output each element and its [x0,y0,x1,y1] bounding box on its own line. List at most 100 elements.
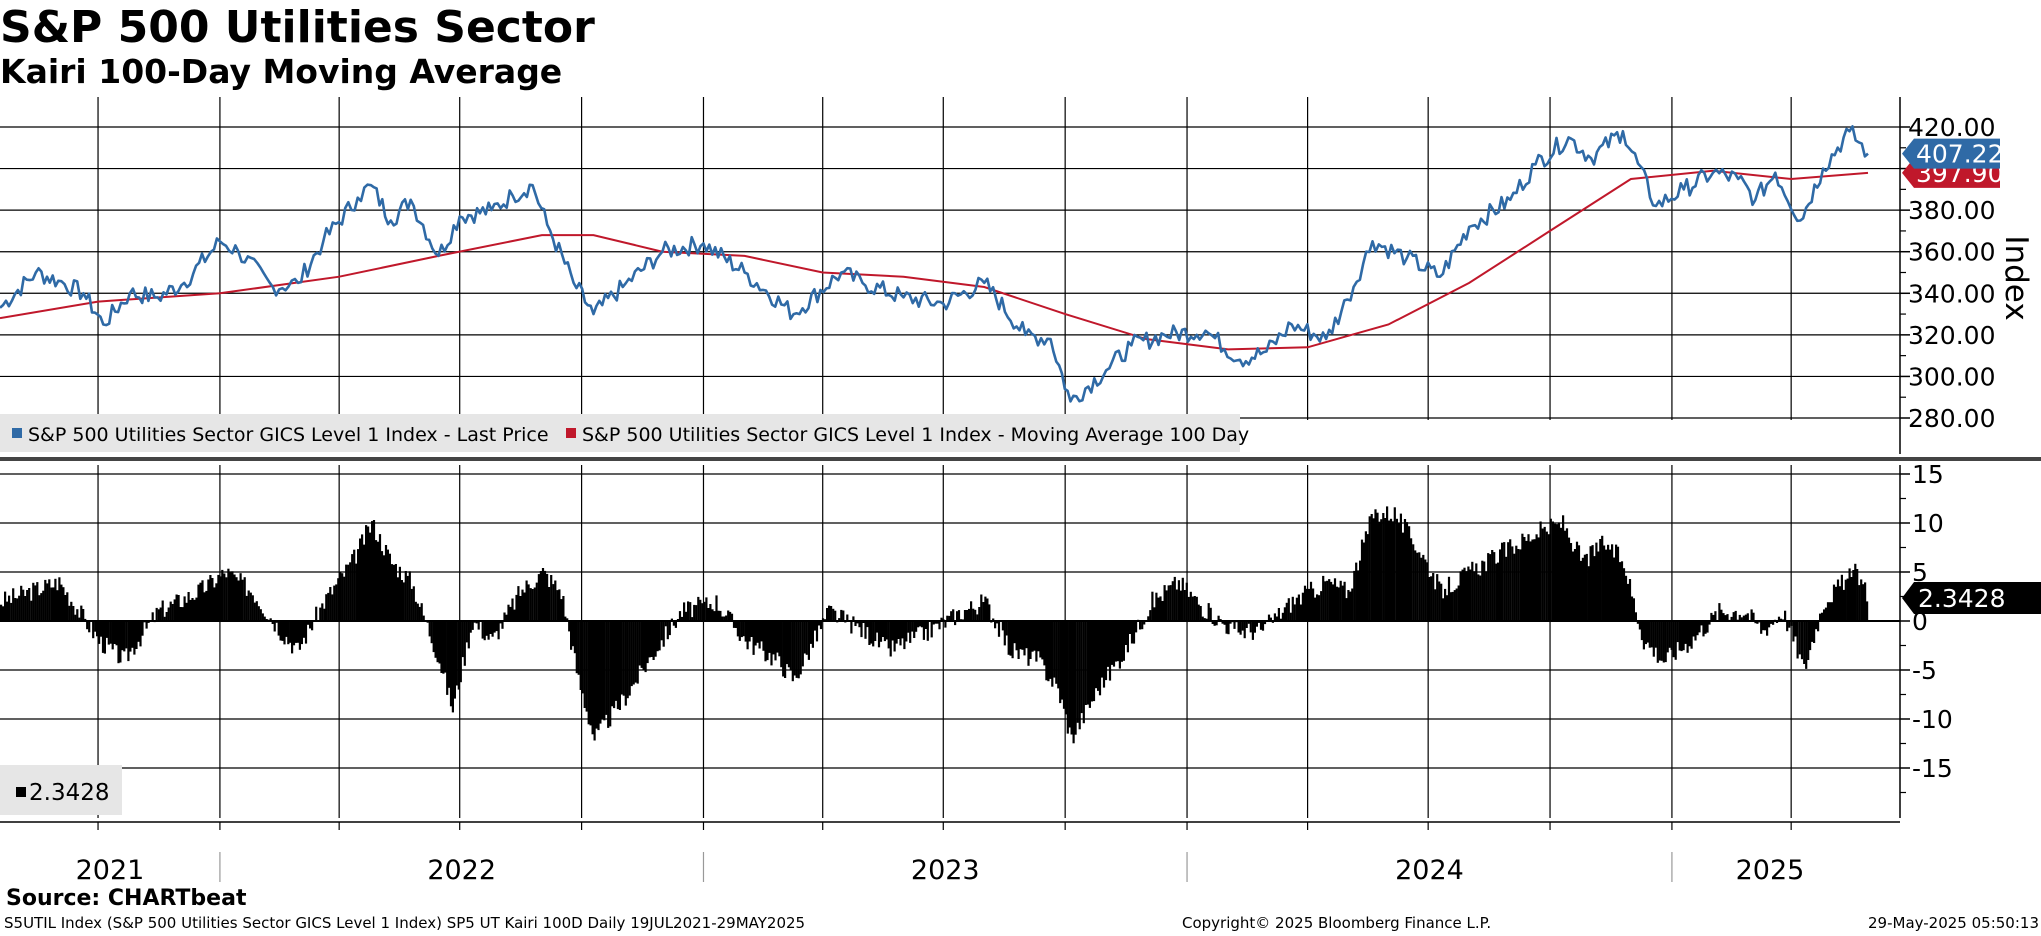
kairi-bar [774,621,777,661]
kairi-bar [315,606,318,621]
kairi-bar [1539,521,1542,621]
kairi-bar [396,577,399,621]
kairi-bar [811,621,814,648]
kairi-bar [689,602,692,621]
kairi-bar [1102,621,1106,688]
kairi-last-value-tag-shape [1902,582,2041,615]
kairi-bar [1525,540,1528,621]
kairi-bar [151,612,154,621]
kairi-bar [1469,569,1472,621]
kairi-bar [1041,621,1044,660]
price-y-tick-label: 280.00 [1908,404,1995,433]
kairi-bar [135,621,138,649]
kairi-bar [732,621,736,628]
kairi-bar [1086,621,1089,705]
kairi-bar [1579,560,1583,621]
kairi-bar [819,621,823,630]
kairi-bar [211,578,214,621]
kairi-bar [1366,534,1369,621]
kairi-bar [589,621,592,726]
kairi-bar [1668,621,1671,648]
kairi-bar [652,621,655,660]
kairi-bar [917,621,920,628]
kairi-bars [0,506,1869,744]
kairi-bar [1698,621,1701,633]
kairi-bar [133,621,136,655]
kairi-bar [1465,571,1468,621]
kairi-bar [1736,619,1739,621]
kairi-bar [1257,621,1261,623]
price-y-tick-label: 380.00 [1908,196,1995,225]
kairi-bar [1139,621,1142,630]
kairi-bar [1428,577,1431,621]
kairi-bar [1547,534,1550,621]
kairi-bar [279,621,282,641]
kairi-bar [840,609,843,621]
kairi-bar [1019,621,1022,650]
kairi-bar [1844,579,1847,621]
kairi-bar [113,621,116,644]
kairi-bar [1362,542,1365,621]
kairi-bar [701,603,704,621]
kairi-bar [117,621,120,664]
kairi-bar [1567,537,1571,621]
kairi-bar [217,574,220,621]
ma-legend-swatch [566,428,576,438]
kairi-bar [463,621,466,666]
kairi-bar [402,582,405,621]
kairi-bar [335,584,338,621]
kairi-bar [1135,621,1138,633]
kairi-bar [1813,621,1816,643]
kairi-bar [1581,557,1584,621]
kairi-bar [1132,621,1136,644]
kairi-bar [638,621,641,666]
kairi-bar [291,621,294,654]
kairi-bar [541,568,545,621]
kairi-bar [1451,591,1454,621]
kairi-bar [1447,576,1451,621]
kairi-bar [672,621,675,626]
kairi-bar [742,621,745,637]
kairi-bar [449,621,453,707]
kairi-bar [1088,621,1091,708]
kairi-bar [171,604,174,621]
kairi-bar [881,621,884,637]
kairi-bar [1866,601,1869,621]
kairi-bar [1497,562,1500,621]
kairi-bar [175,594,178,621]
kairi-bar [376,541,380,621]
kairi-bar [1205,618,1208,621]
kairi-bar [1436,574,1439,621]
kairi-bar [1794,621,1797,637]
kairi-bar [866,621,869,628]
kairi-bar [101,621,105,653]
kairi-bar [1181,577,1184,621]
kairi-bar [707,608,710,621]
chart-title: S&P 500 Utilities Sector [0,2,595,53]
kairi-bar [1676,621,1679,643]
kairi-bar [628,621,631,696]
kairi-bar [235,577,238,621]
kairi-bar [337,578,340,621]
kairi-bar [1183,590,1186,621]
kairi-bar [1562,515,1565,621]
kairi-bar [247,590,250,621]
kairi-bar [1199,606,1202,621]
kairi-bar [585,621,588,712]
kairi-bar [1116,621,1119,662]
kairi-bar [634,621,637,683]
kairi-bar [1203,618,1206,621]
kairi-bar [1664,621,1667,663]
kairi-bar [1370,514,1373,621]
kairi-bar [1408,526,1411,621]
kairi-bar [115,621,118,646]
kairi-bar [448,621,451,688]
kairi-bar [155,607,158,621]
kairi-bar [309,621,312,629]
kairi-bar [1792,621,1795,642]
kairi-bar [646,621,649,664]
kairi-bar [1017,621,1020,659]
kairi-bar [1147,616,1150,621]
kairi-bar [1603,545,1606,621]
